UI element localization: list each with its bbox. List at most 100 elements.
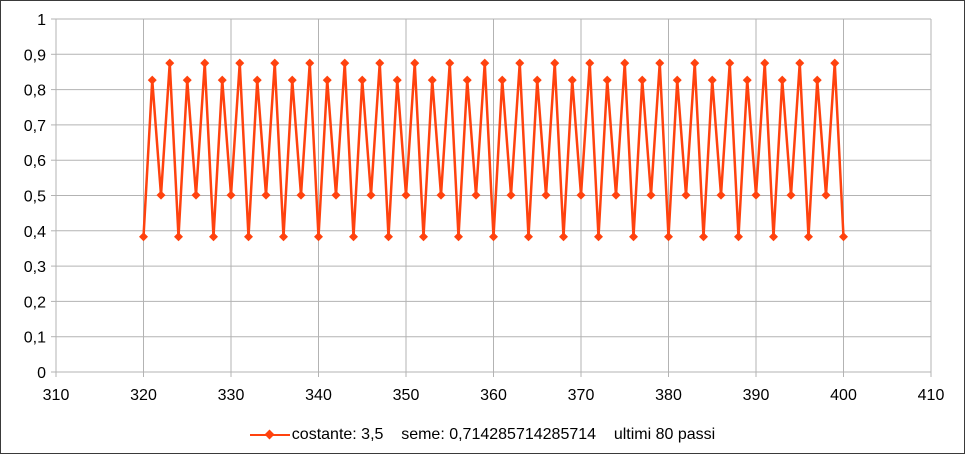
data-point — [427, 75, 437, 85]
y-tick-label: 0,4 — [24, 224, 46, 241]
data-point — [497, 75, 507, 85]
y-tick-label: 0,5 — [24, 189, 46, 206]
data-point — [445, 58, 455, 68]
y-tick-label: 0,1 — [24, 330, 46, 347]
data-point — [707, 75, 717, 85]
data-point — [375, 58, 385, 68]
data-point — [314, 232, 323, 242]
data-point — [462, 75, 472, 85]
data-point — [384, 232, 393, 242]
data-point — [480, 58, 490, 68]
data-point — [830, 58, 840, 68]
x-tick-label: 410 — [918, 387, 945, 404]
x-tick-label: 310 — [43, 387, 70, 404]
data-point — [699, 232, 708, 242]
data-point — [191, 190, 201, 200]
data-point — [681, 190, 691, 200]
legend: costante: 3,5 seme: 0,714285714285714 ul… — [0, 426, 965, 444]
data-point — [506, 190, 516, 200]
data-point — [174, 232, 183, 242]
data-point — [725, 58, 735, 68]
data-point — [296, 190, 306, 200]
data-point — [769, 232, 778, 242]
data-point — [567, 75, 577, 85]
data-point — [366, 190, 376, 200]
x-tick-label: 370 — [568, 387, 595, 404]
data-point — [252, 75, 262, 85]
data-point — [672, 75, 682, 85]
y-tick-label: 0,3 — [24, 259, 46, 276]
data-point — [357, 75, 367, 85]
data-point — [550, 58, 560, 68]
data-point — [287, 75, 297, 85]
x-tick-label: 360 — [480, 387, 507, 404]
data-point — [322, 75, 332, 85]
data-point — [594, 232, 603, 242]
data-point — [524, 232, 533, 242]
data-point — [742, 75, 752, 85]
data-point — [777, 75, 787, 85]
data-point — [244, 232, 253, 242]
data-point — [541, 190, 551, 200]
data-point — [139, 232, 148, 242]
data-point — [646, 190, 656, 200]
data-point — [839, 232, 848, 242]
data-point — [690, 58, 700, 68]
data-point — [270, 58, 280, 68]
data-point — [585, 58, 595, 68]
data-point — [532, 75, 542, 85]
data-point — [340, 58, 350, 68]
data-point — [576, 190, 586, 200]
x-tick-label: 400 — [830, 387, 857, 404]
series-layer — [139, 58, 848, 242]
data-point — [734, 232, 743, 242]
data-point — [471, 190, 481, 200]
x-tick-label: 340 — [305, 387, 332, 404]
data-point — [821, 190, 831, 200]
data-point — [620, 58, 630, 68]
data-point — [156, 190, 166, 200]
data-point — [331, 190, 341, 200]
data-point — [147, 75, 157, 85]
data-point — [795, 58, 805, 68]
x-tick-label: 320 — [130, 387, 157, 404]
data-point — [559, 232, 568, 242]
legend-label: costante: 3,5 seme: 0,714285714285714 ul… — [291, 426, 716, 443]
data-point — [200, 58, 210, 68]
data-point — [751, 190, 761, 200]
data-point — [392, 75, 402, 85]
diamond-marker-icon — [264, 429, 275, 440]
data-point — [410, 58, 420, 68]
y-tick-label: 0,6 — [24, 153, 46, 170]
data-point — [182, 75, 192, 85]
y-tick-label: 1 — [37, 12, 46, 29]
y-tick-label: 0,2 — [24, 294, 46, 311]
y-tick-label: 0,7 — [24, 118, 46, 135]
data-point — [629, 232, 638, 242]
data-point — [261, 190, 271, 200]
data-point — [716, 190, 726, 200]
data-point — [419, 232, 428, 242]
tick-labels: 0 0,1 0,2 0,3 0,4 0,5 0,6 0,7 0,8 0,9 1 310 320 330 34… — [24, 12, 945, 404]
x-tick-label: 330 — [218, 387, 245, 404]
data-point — [401, 190, 411, 200]
data-point — [655, 58, 665, 68]
data-point — [436, 190, 446, 200]
data-point — [786, 190, 796, 200]
data-point — [235, 58, 245, 68]
data-point — [349, 232, 358, 242]
data-point — [760, 58, 770, 68]
data-point — [812, 75, 822, 85]
x-tick-label: 390 — [743, 387, 770, 404]
y-tick-label: 0,8 — [24, 83, 46, 100]
data-point — [209, 232, 218, 242]
data-point — [454, 232, 463, 242]
data-point — [515, 58, 525, 68]
legend-swatch — [249, 428, 290, 442]
data-point — [279, 232, 288, 242]
y-tick-label: 0,9 — [24, 47, 46, 64]
data-point — [611, 190, 621, 200]
data-point — [664, 232, 673, 242]
